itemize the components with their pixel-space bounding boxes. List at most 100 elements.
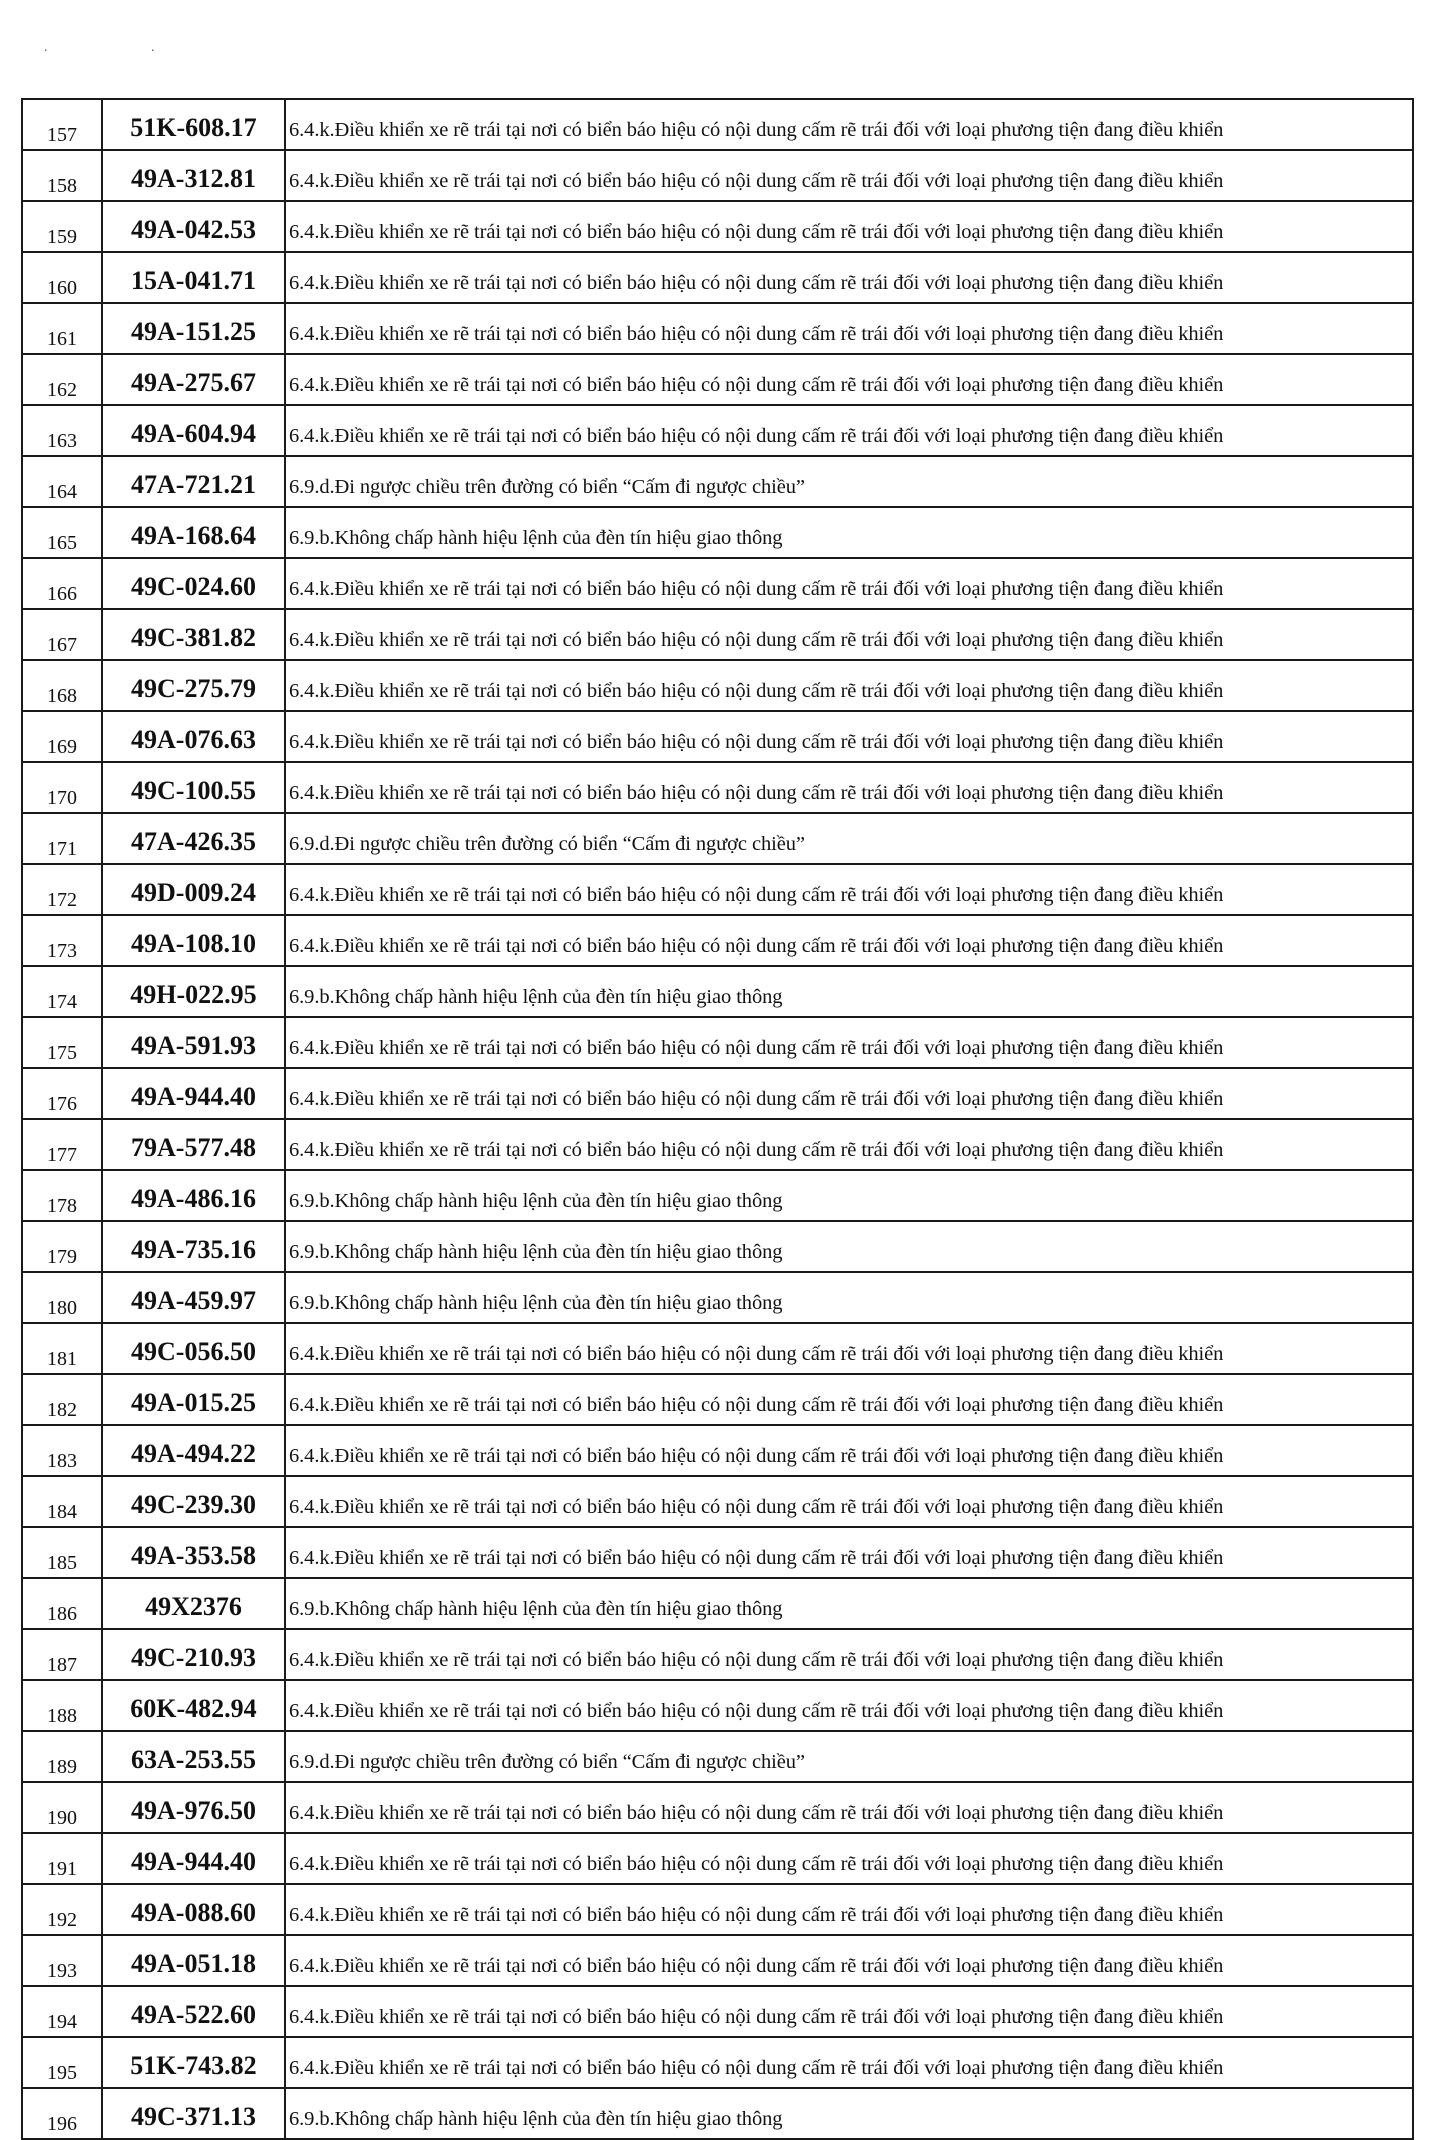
row-number: 168	[21, 659, 103, 712]
row-number: 188	[21, 1679, 103, 1732]
table-row: 192 49A-088.60 6.4.k.Điều khiển xe rẽ trái…	[21, 1883, 1414, 1936]
violation-description: 6.4.k.Điều khiển xe rẽ trái tại nơi có b…	[284, 353, 1414, 406]
row-number: 179	[21, 1220, 103, 1273]
license-plate: 49A-076.63	[101, 710, 286, 763]
row-number: 176	[21, 1067, 103, 1120]
table-row: 168 49C-275.79 6.4.k.Điều khiển xe rẽ trái…	[21, 659, 1414, 712]
row-number: 169	[21, 710, 103, 763]
table-row: 171 47A-426.35 6.9.d.Đi ngược chiều trên đ…	[21, 812, 1414, 865]
row-number: 166	[21, 557, 103, 610]
table-row: 178 49A-486.16 6.9.b.Không chấp hành hiệu …	[21, 1169, 1414, 1222]
row-number: 173	[21, 914, 103, 967]
table-row: 185 49A-353.58 6.4.k.Điều khiển xe rẽ trái…	[21, 1526, 1414, 1579]
license-plate: 49A-944.40	[101, 1832, 286, 1885]
license-plate: 49A-494.22	[101, 1424, 286, 1477]
license-plate: 51K-608.17	[101, 98, 286, 151]
violation-description: 6.4.k.Điều khiển xe rẽ trái tại nơi có b…	[284, 149, 1414, 202]
row-number: 162	[21, 353, 103, 406]
violation-description: 6.4.k.Điều khiển xe rẽ trái tại nơi có b…	[284, 1067, 1414, 1120]
license-plate: 47A-721.21	[101, 455, 286, 508]
violation-description: 6.4.k.Điều khiển xe rẽ trái tại nơi có b…	[284, 98, 1414, 151]
violation-description: 6.9.b.Không chấp hành hiệu lệnh của đèn …	[284, 2087, 1414, 2140]
table-row: 174 49H-022.95 6.9.b.Không chấp hành hiệu …	[21, 965, 1414, 1018]
violation-description: 6.9.b.Không chấp hành hiệu lệnh của đèn …	[284, 1169, 1414, 1222]
table-row: 177 79A-577.48 6.4.k.Điều khiển xe rẽ trái…	[21, 1118, 1414, 1171]
violation-description: 6.4.k.Điều khiển xe rẽ trái tại nơi có b…	[284, 404, 1414, 457]
violation-description: 6.4.k.Điều khiển xe rẽ trái tại nơi có b…	[284, 302, 1414, 355]
row-number: 195	[21, 2036, 103, 2089]
table-row: 162 49A-275.67 6.4.k.Điều khiển xe rẽ trái…	[21, 353, 1414, 406]
row-number: 163	[21, 404, 103, 457]
license-plate: 49C-239.30	[101, 1475, 286, 1528]
violations-table: 157 51K-608.17 6.4.k.Điều khiển xe rẽ trái…	[21, 98, 1414, 2140]
row-number: 170	[21, 761, 103, 814]
license-plate: 63A-253.55	[101, 1730, 286, 1783]
row-number: 193	[21, 1934, 103, 1987]
violation-description: 6.4.k.Điều khiển xe rẽ trái tại nơi có b…	[284, 200, 1414, 253]
license-plate: 49A-591.93	[101, 1016, 286, 1069]
license-plate: 49C-210.93	[101, 1628, 286, 1681]
table-row: 190 49A-976.50 6.4.k.Điều khiển xe rẽ trái…	[21, 1781, 1414, 1834]
license-plate: 49A-151.25	[101, 302, 286, 355]
row-number: 187	[21, 1628, 103, 1681]
row-number: 196	[21, 2087, 103, 2140]
row-number: 191	[21, 1832, 103, 1885]
license-plate: 49A-088.60	[101, 1883, 286, 1936]
license-plate: 49H-022.95	[101, 965, 286, 1018]
violation-description: 6.9.b.Không chấp hành hiệu lệnh của đèn …	[284, 1577, 1414, 1630]
license-plate: 49C-100.55	[101, 761, 286, 814]
row-number: 178	[21, 1169, 103, 1222]
license-plate: 49C-024.60	[101, 557, 286, 610]
table-row: 182 49A-015.25 6.4.k.Điều khiển xe rẽ trái…	[21, 1373, 1414, 1426]
violation-description: 6.9.b.Không chấp hành hiệu lệnh của đèn …	[284, 1271, 1414, 1324]
row-number: 192	[21, 1883, 103, 1936]
row-number: 164	[21, 455, 103, 508]
table-row: 166 49C-024.60 6.4.k.Điều khiển xe rẽ trái…	[21, 557, 1414, 610]
row-number: 157	[21, 98, 103, 151]
violation-description: 6.4.k.Điều khiển xe rẽ trái tại nơi có b…	[284, 1985, 1414, 2038]
row-number: 180	[21, 1271, 103, 1324]
table-row: 167 49C-381.82 6.4.k.Điều khiển xe rẽ trái…	[21, 608, 1414, 661]
license-plate: 60K-482.94	[101, 1679, 286, 1732]
row-number: 181	[21, 1322, 103, 1375]
violation-description: 6.4.k.Điều khiển xe rẽ trái tại nơi có b…	[284, 1526, 1414, 1579]
row-number: 167	[21, 608, 103, 661]
row-number: 165	[21, 506, 103, 559]
violation-description: 6.4.k.Điều khiển xe rẽ trái tại nơi có b…	[284, 1322, 1414, 1375]
table-row: 193 49A-051.18 6.4.k.Điều khiển xe rẽ trái…	[21, 1934, 1414, 1987]
license-plate: 49A-168.64	[101, 506, 286, 559]
license-plate: 49A-051.18	[101, 1934, 286, 1987]
table-row: 159 49A-042.53 6.4.k.Điều khiển xe rẽ trái…	[21, 200, 1414, 253]
scan-marks: . .	[44, 40, 205, 55]
violation-description: 6.9.d.Đi ngược chiều trên đường có biển …	[284, 1730, 1414, 1783]
license-plate: 49A-735.16	[101, 1220, 286, 1273]
row-number: 183	[21, 1424, 103, 1477]
license-plate: 47A-426.35	[101, 812, 286, 865]
row-number: 186	[21, 1577, 103, 1630]
violation-description: 6.4.k.Điều khiển xe rẽ trái tại nơi có b…	[284, 2036, 1414, 2089]
license-plate: 49A-312.81	[101, 149, 286, 202]
table-row: 196 49C-371.13 6.9.b.Không chấp hành hiệu …	[21, 2087, 1414, 2140]
row-number: 174	[21, 965, 103, 1018]
violation-description: 6.4.k.Điều khiển xe rẽ trái tại nơi có b…	[284, 1475, 1414, 1528]
license-plate: 49A-353.58	[101, 1526, 286, 1579]
table-row: 175 49A-591.93 6.4.k.Điều khiển xe rẽ trái…	[21, 1016, 1414, 1069]
license-plate: 49A-944.40	[101, 1067, 286, 1120]
license-plate: 49C-381.82	[101, 608, 286, 661]
table-row: 189 63A-253.55 6.9.d.Đi ngược chiều trên đ…	[21, 1730, 1414, 1783]
table-row: 183 49A-494.22 6.4.k.Điều khiển xe rẽ trái…	[21, 1424, 1414, 1477]
row-number: 182	[21, 1373, 103, 1426]
license-plate: 49C-275.79	[101, 659, 286, 712]
license-plate: 49X2376	[101, 1577, 286, 1630]
table-row: 179 49A-735.16 6.9.b.Không chấp hành hiệu …	[21, 1220, 1414, 1273]
table-row: 194 49A-522.60 6.4.k.Điều khiển xe rẽ trái…	[21, 1985, 1414, 2038]
table-row: 169 49A-076.63 6.4.k.Điều khiển xe rẽ trái…	[21, 710, 1414, 763]
license-plate: 15A-041.71	[101, 251, 286, 304]
violation-description: 6.4.k.Điều khiển xe rẽ trái tại nơi có b…	[284, 251, 1414, 304]
row-number: 158	[21, 149, 103, 202]
license-plate: 49A-522.60	[101, 1985, 286, 2038]
row-number: 160	[21, 251, 103, 304]
violation-description: 6.9.d.Đi ngược chiều trên đường có biển …	[284, 455, 1414, 508]
table-row: 191 49A-944.40 6.4.k.Điều khiển xe rẽ trái…	[21, 1832, 1414, 1885]
license-plate: 49A-976.50	[101, 1781, 286, 1834]
